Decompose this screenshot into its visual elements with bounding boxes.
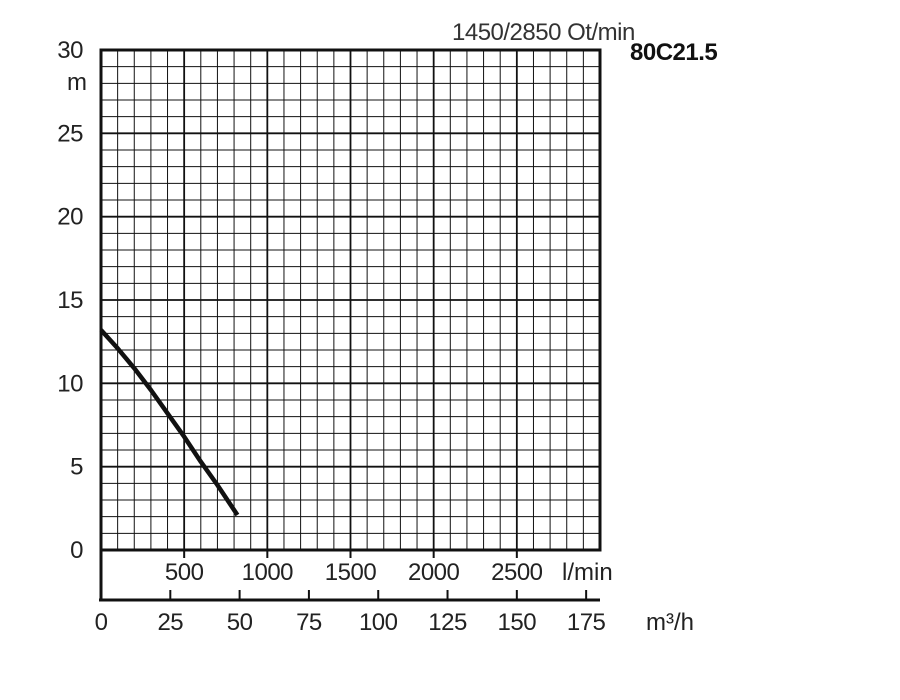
m3h-unit-label: m³/h [646, 609, 694, 636]
y-tick-label: 20 [57, 204, 83, 231]
m3h-tick-label: 125 [428, 609, 467, 636]
lmin-tick-label: 500 [165, 559, 204, 586]
m3h-tick-label: 100 [359, 609, 398, 636]
y-tick-label: 5 [70, 454, 83, 481]
m3h-tick-label: 0 [95, 609, 108, 636]
y-tick-label: 30 [57, 37, 83, 64]
m3h-tick-label: 75 [296, 609, 322, 636]
y-tick-label: 10 [57, 370, 83, 397]
chart-frame [99, 48, 602, 602]
m3h-tick-label: 50 [227, 609, 253, 636]
y-unit-label: m [67, 69, 87, 96]
y-tick-label: 15 [57, 287, 83, 314]
curve-layer [99, 328, 240, 517]
lmin-tick-label: 1500 [325, 559, 377, 586]
lmin-tick-label: 1000 [242, 559, 294, 586]
m3h-tick-label: 150 [498, 609, 537, 636]
m3h-tick-label: 175 [567, 609, 606, 636]
lmin-unit-label: l/min [562, 559, 613, 586]
lmin-tick-label: 2500 [491, 559, 543, 586]
chart-grid [101, 50, 600, 550]
model-label: 80C21.5 [630, 39, 717, 66]
y-tick-label: 25 [57, 120, 83, 147]
lmin-tick-label: 2000 [408, 559, 460, 586]
speed-label: 1450/2850 Ot/min [452, 19, 635, 46]
m3h-tick-label: 25 [157, 609, 183, 636]
y-tick-label: 0 [70, 537, 83, 564]
